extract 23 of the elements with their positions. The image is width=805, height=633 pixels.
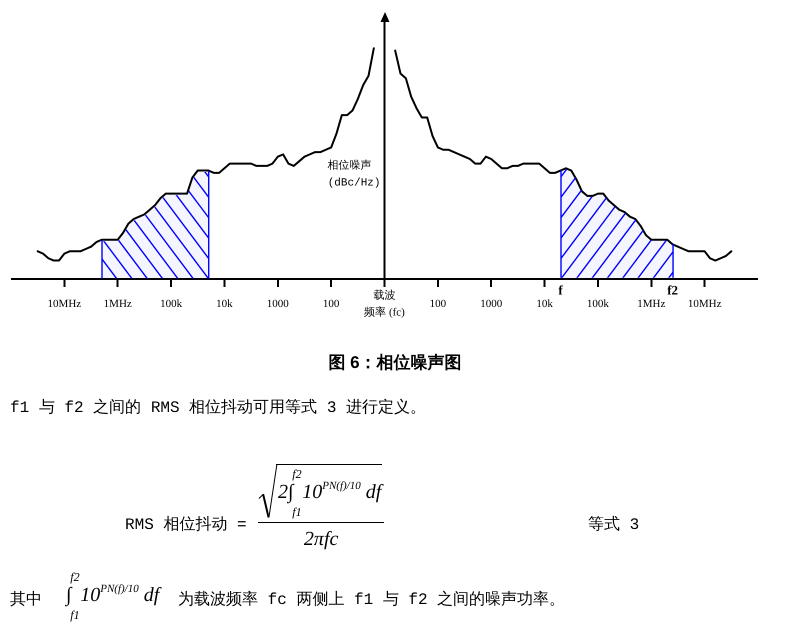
x-tick-label: 1000 xyxy=(266,298,290,310)
text: 其中 xyxy=(10,590,42,610)
text: 等式 3 xyxy=(588,515,640,535)
x-tick-label: 10k xyxy=(536,298,554,310)
text: f2 xyxy=(667,282,678,298)
x-tick-label: 100 xyxy=(322,298,340,310)
text: f1 与 f2 之间的 RMS 相位抖动可用等式 3 进行定义。 xyxy=(10,398,426,418)
x-tick-label: 100k xyxy=(160,298,183,310)
x-tick-label: 载波频率 (fc) xyxy=(364,288,406,318)
text: 为载波频率 fc 两侧上 f1 与 f2 之间的噪声功率。 xyxy=(178,590,566,610)
x-tick-label: 100 xyxy=(430,298,447,310)
y-axis-title: 相位噪声 (dBc/Hz) xyxy=(328,158,381,190)
x-tick-label: 1MHz xyxy=(637,298,666,310)
text: 图 6：相位噪声图 xyxy=(327,352,463,374)
x-tick-label: 10MHz xyxy=(688,298,722,310)
x-tick-label: 10MHz xyxy=(48,298,82,310)
text: RMS 相位抖动 = xyxy=(125,515,247,535)
x-tick-label: 1MHz xyxy=(104,298,132,310)
x-tick-label: 100k xyxy=(586,298,610,310)
x-tick-label: 1000 xyxy=(480,298,503,310)
x-tick-label: 10k xyxy=(216,298,234,310)
text: f xyxy=(558,282,564,298)
text: 2πfc xyxy=(304,528,338,550)
